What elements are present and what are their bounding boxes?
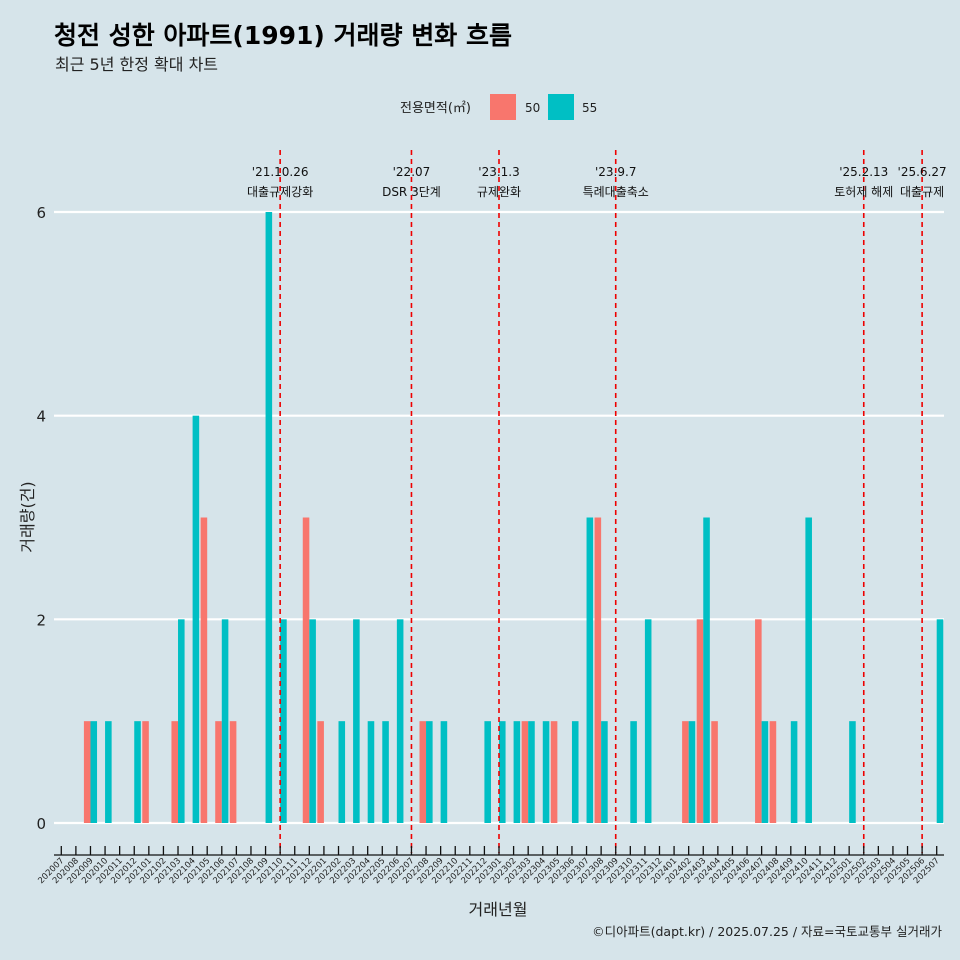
bar-55-202304 [542,721,550,823]
bar-50-202303 [521,721,529,823]
bar-55-202012 [134,721,141,823]
legend-title: 전용면적(㎡) [400,101,471,116]
bar-55-202209 [440,721,448,823]
bar-50-202407 [755,619,762,823]
legend-label-55: 55 [582,101,597,115]
event-label-4: 토허제 해제 [834,185,893,199]
bar-50-202402 [682,721,689,823]
bar-50-202103 [171,721,179,823]
bar-55-202303 [528,721,535,823]
bar-55-202205 [382,721,389,823]
event-label-3: 특례대출축소 [583,185,649,199]
y-axis-label: 거래량(건) [18,481,37,552]
bar-55-202308 [601,721,608,823]
bar-55-202202 [338,721,346,823]
bar-55-202204 [367,721,375,823]
bar-55-202403 [703,517,710,823]
chart-subtitle: 최근 5년 한정 확대 차트 [55,55,218,74]
bar-55-202208 [426,721,433,823]
bar-50-202105 [200,517,208,823]
bar-50-202208 [419,721,427,823]
bar-55-202410 [805,517,812,823]
event-label-2: 규제완화 [477,185,521,199]
bar-55-202206 [396,619,404,823]
event-date-1: '22.07 [393,165,431,179]
bar-50-202305 [550,721,558,823]
bar-50-202106 [215,721,222,823]
event-date-4: '25.2.13 [839,165,888,179]
bar-55-202310 [630,721,637,823]
event-label-0: 대출규제강화 [247,185,313,199]
bar-55-202301 [499,721,506,823]
y-tick-label-0: 0 [36,815,46,833]
bars [83,212,944,823]
bar-55-202010 [105,721,112,823]
x-axis-label: 거래년월 [469,900,528,919]
event-date-3: '23.9.7 [595,165,636,179]
bar-55-202402 [688,721,696,823]
legend: 전용면적(㎡) 50 55 [400,94,597,120]
x-axis: 2020072020082020092020102020112020122021… [36,846,944,886]
bar-50-202403 [696,619,704,823]
bar-50-202101 [142,721,149,823]
bar-55-202203 [353,619,360,823]
bar-55-202103 [178,619,185,823]
bar-50-202107 [229,721,237,823]
event-label-5: 대출규제 [900,185,944,199]
y-tick-label-4: 4 [36,408,46,426]
bar-55-202302 [513,721,521,823]
event-date-5: '25.6.27 [898,165,947,179]
bar-55-202212 [484,721,491,823]
bar-55-202106 [221,619,229,823]
caption: ©디아파트(dapt.kr) / 2025.07.25 / 자료=국토교통부 실… [592,924,942,939]
bar-55-202009 [90,721,98,823]
event-date-0: '21.10.26 [252,165,309,179]
bar-55-202112 [309,619,316,823]
bar-50-202201 [317,721,324,823]
bar-50-202408 [769,721,777,823]
event-lines [279,150,923,853]
event-label-1: DSR 3단계 [382,185,441,199]
bar-50-202009 [83,721,91,823]
chart-title: 청전 성한 아파트(1991) 거래량 변화 흐름 [54,21,512,50]
legend-label-50: 50 [525,101,540,115]
bar-55-202104 [192,415,200,823]
legend-swatch-55 [548,94,574,120]
bar-55-202109 [265,212,273,823]
event-annotations: '21.10.26 대출규제강화 '22.07 DSR 3단계 '23.1.3 규제완화 '… [247,165,947,199]
bar-50-202308 [594,517,602,823]
bar-50-202404 [711,721,718,823]
bar-55-202110 [280,619,287,823]
y-tick-label-2: 2 [36,611,46,629]
bar-55-202507 [936,619,944,823]
legend-swatch-50 [490,94,516,120]
bar-55-202407 [761,721,769,823]
bar-55-202501 [849,721,856,823]
bar-55-202307 [586,517,594,823]
bar-55-202306 [571,721,579,823]
y-axis-ticks: 0 2 4 6 [36,204,46,833]
y-tick-label-6: 6 [36,204,46,222]
event-date-2: '23.1.3 [478,165,519,179]
bar-55-202311 [644,619,652,823]
bar-55-202409 [790,721,798,823]
bar-50-202112 [302,517,310,823]
